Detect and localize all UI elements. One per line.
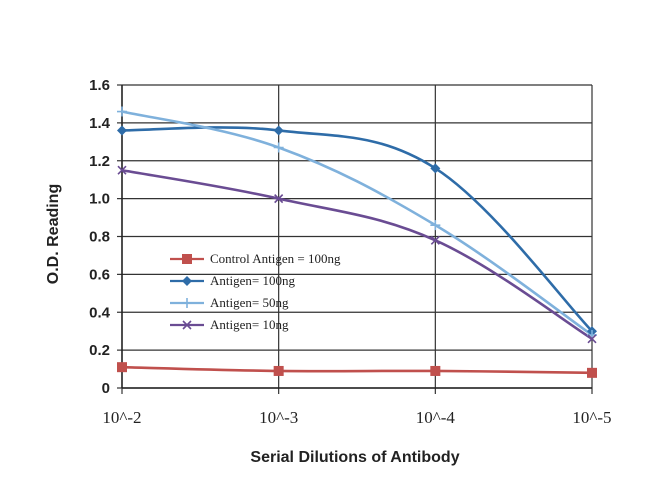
legend-label: Antigen= 50ng — [210, 295, 289, 310]
legend-swatch-marker — [182, 254, 192, 264]
y-tick-label: 0.2 — [89, 342, 110, 359]
y-tick-label: 0.4 — [89, 304, 111, 321]
series-line — [121, 168, 593, 340]
series-line — [121, 110, 593, 337]
x-tick-label: 10^-4 — [416, 408, 456, 427]
data-point — [117, 362, 127, 373]
data-point — [274, 194, 284, 204]
y-tick-label: 0 — [102, 380, 110, 397]
legend-label: Antigen= 100ng — [210, 273, 295, 288]
data-point — [587, 367, 597, 378]
series-lines — [121, 110, 593, 375]
y-axis-title: O.D. Reading — [45, 184, 62, 284]
y-tick-label: 0.6 — [89, 266, 110, 283]
data-point — [117, 125, 127, 136]
series-line — [121, 365, 593, 375]
x-tick-label: 10^-2 — [102, 408, 141, 427]
y-tick-label: 1.0 — [89, 191, 110, 208]
legend-swatch-marker — [182, 298, 192, 308]
legend: Control Antigen = 100ng Antigen= 100ng Ant… — [170, 251, 341, 332]
data-point — [430, 365, 441, 376]
series-markers — [117, 106, 597, 378]
data-point — [430, 235, 440, 245]
y-tick-label: 0.8 — [89, 229, 110, 246]
data-point — [587, 334, 597, 344]
legend-label: Antigen= 10ng — [210, 317, 289, 332]
x-tick-label: 10^-5 — [572, 408, 611, 427]
legend-label: Control Antigen = 100ng — [210, 251, 341, 266]
y-tick-label: 1.2 — [89, 153, 110, 170]
data-point — [273, 142, 284, 153]
data-point — [117, 165, 127, 175]
data-point — [117, 106, 127, 117]
series-line — [121, 126, 593, 333]
data-point — [430, 220, 441, 231]
y-tick-label: 1.4 — [89, 115, 111, 132]
x-axis-title: Serial Dilutions of Antibody — [250, 449, 459, 466]
data-point — [430, 163, 441, 174]
legend-swatch-marker — [182, 276, 192, 286]
data-point — [273, 365, 284, 376]
y-tick-label: 1.6 — [89, 77, 110, 94]
legend-swatch-marker — [182, 320, 192, 330]
data-point — [273, 125, 284, 136]
x-tick-label: 10^-3 — [259, 408, 298, 427]
axes: 0 0.2 0.4 0.6 0.8 1.0 1.2 1.4 1.6 10^-2 10^-3 10^-4… — [89, 77, 611, 427]
